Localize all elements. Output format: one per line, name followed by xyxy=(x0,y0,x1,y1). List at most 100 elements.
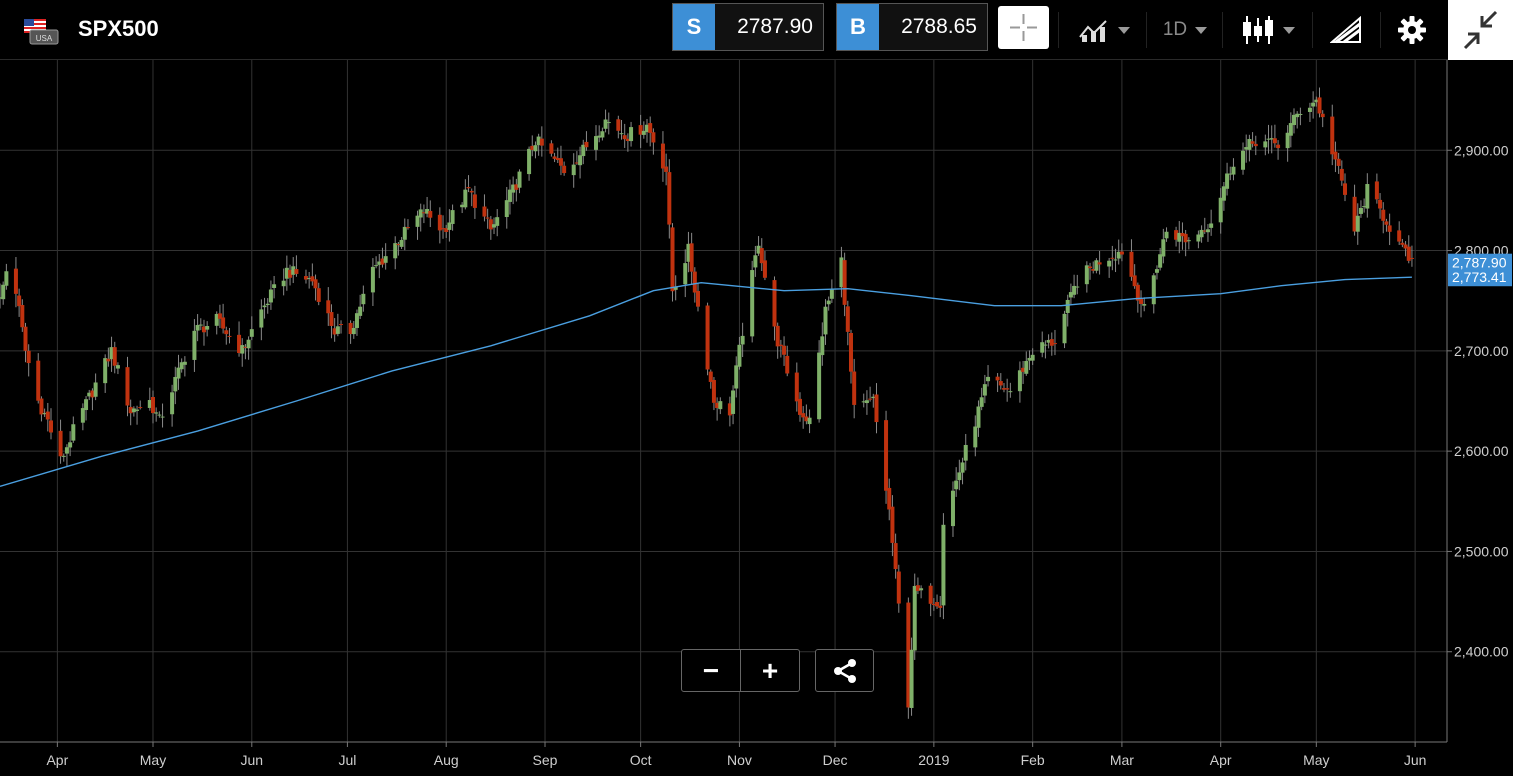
candle-up xyxy=(912,585,917,651)
moving-average-series xyxy=(0,276,1412,487)
candle-up xyxy=(686,243,691,262)
candle-down xyxy=(1343,183,1348,195)
candle-up xyxy=(262,305,267,308)
candle-up xyxy=(597,135,602,138)
candle-up xyxy=(1221,186,1226,201)
candle-down xyxy=(890,506,895,543)
candle-up xyxy=(536,136,541,146)
candle-down xyxy=(1183,233,1188,243)
candle-up xyxy=(1062,313,1067,344)
candle-down xyxy=(1400,242,1405,245)
candle-down xyxy=(1250,141,1255,144)
chart-style-button[interactable] xyxy=(1064,0,1144,60)
candle-up xyxy=(950,490,955,527)
collapse-button[interactable] xyxy=(1448,0,1513,60)
candle-up xyxy=(1196,234,1201,242)
candle-type-button[interactable] xyxy=(1228,0,1308,60)
candle-up xyxy=(160,416,165,418)
candle-down xyxy=(660,143,665,169)
candle-up xyxy=(1266,138,1271,140)
candle-down xyxy=(313,279,318,289)
candle-down xyxy=(380,258,385,265)
candle-up xyxy=(1046,339,1051,343)
candle-down xyxy=(1317,97,1322,114)
crosshair-button[interactable] xyxy=(998,6,1049,49)
candle-up xyxy=(1075,286,1080,288)
candle-down xyxy=(549,143,554,154)
candle-down xyxy=(1049,339,1054,346)
candle-up xyxy=(864,400,869,404)
candle-up xyxy=(1292,114,1297,126)
candle-up xyxy=(214,313,219,326)
candle-down xyxy=(928,585,933,604)
timeframe-button[interactable]: 1D xyxy=(1150,0,1220,60)
candle-up xyxy=(42,413,47,415)
candle-down xyxy=(227,335,232,337)
candle-down xyxy=(1021,367,1026,372)
y-tick-label: 2,600.00 xyxy=(1454,443,1509,459)
candle-up xyxy=(829,288,834,299)
candle-up xyxy=(641,130,646,135)
candle-up xyxy=(173,376,178,392)
y-tick-label: 2,500.00 xyxy=(1454,543,1509,559)
candle-down xyxy=(797,398,802,415)
candle-up xyxy=(84,399,89,411)
candle-down xyxy=(303,276,308,280)
zoom-out-button[interactable]: − xyxy=(702,654,720,686)
candle-up xyxy=(629,127,634,142)
candle-up xyxy=(1142,304,1147,306)
share-button[interactable] xyxy=(815,649,874,692)
candle-down xyxy=(667,172,672,225)
candle-up xyxy=(1298,113,1303,115)
x-tick-label: Apr xyxy=(1210,752,1232,768)
candle-up xyxy=(335,326,340,334)
zoom-in-button[interactable]: + xyxy=(740,650,799,691)
candle-up xyxy=(370,266,375,293)
drawing-tools-button[interactable] xyxy=(1316,0,1376,60)
candle-up xyxy=(1288,123,1293,136)
candle-up xyxy=(68,442,73,448)
candle-up xyxy=(354,313,359,328)
candle-down xyxy=(692,271,697,293)
candle-up xyxy=(957,472,962,481)
buy-button[interactable]: B 2788.65 xyxy=(836,3,988,51)
candle-down xyxy=(332,328,337,335)
candle-up xyxy=(756,245,761,254)
candle-down xyxy=(651,132,656,143)
candle-down xyxy=(23,326,28,351)
candle-down xyxy=(622,135,627,140)
candle-down xyxy=(1135,284,1140,301)
candle-down xyxy=(762,260,767,278)
candle-up xyxy=(268,289,273,303)
x-tick-label: Feb xyxy=(1021,752,1045,768)
candle-down xyxy=(555,157,560,161)
sell-button[interactable]: S 2787.90 xyxy=(672,3,824,51)
candle-up xyxy=(402,226,407,240)
candle-down xyxy=(288,269,293,278)
settings-button[interactable] xyxy=(1384,0,1440,60)
candle-down xyxy=(1406,246,1411,261)
candle-up xyxy=(291,266,296,275)
candle-up xyxy=(281,280,286,287)
candle-up xyxy=(361,293,366,305)
candle-down xyxy=(785,355,790,374)
candle-down xyxy=(782,345,787,355)
candle-up xyxy=(527,148,532,175)
candle-up xyxy=(1164,231,1169,239)
candle-up xyxy=(1244,147,1249,150)
candle-down xyxy=(106,358,111,362)
candle-up xyxy=(1225,173,1230,189)
candle-down xyxy=(20,305,25,328)
candle-down xyxy=(625,138,630,141)
candle-up xyxy=(973,426,978,448)
candle-up xyxy=(131,408,136,413)
x-tick-label: Dec xyxy=(823,752,848,768)
candle-up xyxy=(1107,260,1112,267)
candle-up xyxy=(198,324,203,326)
candle-down xyxy=(1139,299,1144,305)
candle-down xyxy=(935,602,940,607)
candle-down xyxy=(405,227,410,229)
candle-up xyxy=(425,209,430,214)
candle-up xyxy=(1209,223,1214,228)
